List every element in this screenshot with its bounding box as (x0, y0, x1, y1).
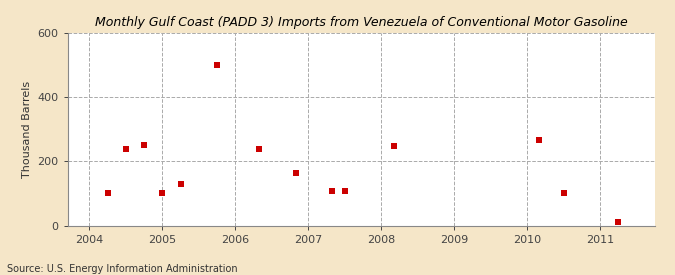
Point (613, 220, 624, 224)
Point (176, 182, 186, 186)
Point (558, 191, 569, 196)
Y-axis label: Thousand Barrels: Thousand Barrels (22, 81, 32, 178)
Point (102, 191, 113, 196)
Point (290, 171, 301, 175)
Point (254, 147, 265, 152)
Point (212, 63, 223, 67)
Point (157, 191, 167, 196)
Text: Source: U.S. Energy Information Administration: Source: U.S. Energy Information Administ… (7, 264, 238, 274)
Point (327, 189, 338, 193)
Point (120, 147, 131, 152)
Point (138, 142, 149, 147)
Title: Monthly Gulf Coast (PADD 3) Imports from Venezuela of Conventional Motor Gasolin: Monthly Gulf Coast (PADD 3) Imports from… (95, 16, 628, 29)
Point (534, 138, 545, 143)
Point (388, 144, 399, 148)
Point (340, 189, 350, 193)
